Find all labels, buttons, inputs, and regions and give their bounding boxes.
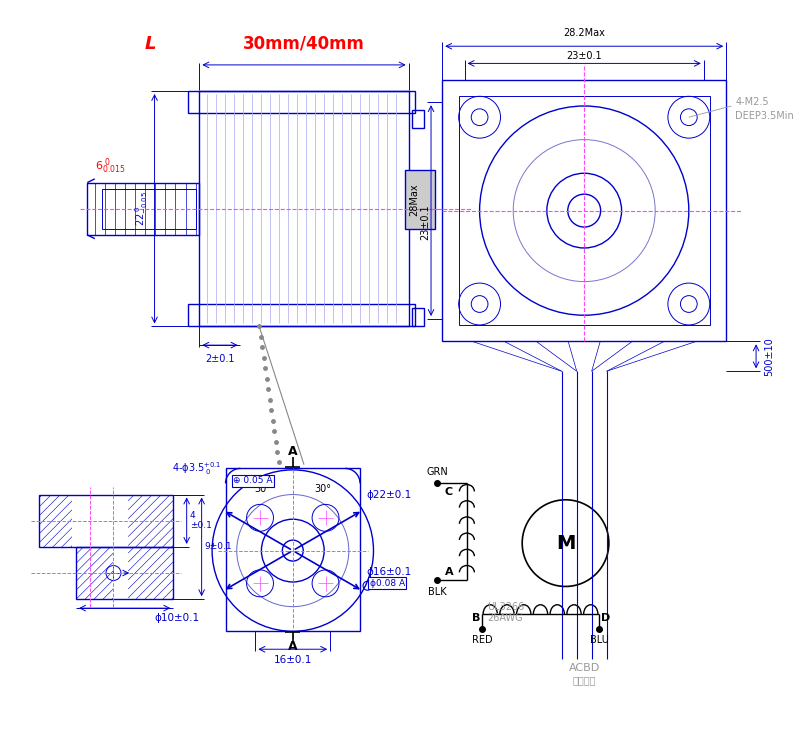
Text: BLK: BLK xyxy=(428,586,446,597)
Text: BLU: BLU xyxy=(590,635,609,645)
Text: 30°: 30° xyxy=(254,484,271,494)
Text: ϕ16±0.1: ϕ16±0.1 xyxy=(366,566,411,577)
Text: RED: RED xyxy=(471,635,492,645)
Text: ϕ0.08 A: ϕ0.08 A xyxy=(370,579,405,588)
Text: M: M xyxy=(556,534,575,553)
Text: DEEP3.5Min: DEEP3.5Min xyxy=(735,111,794,121)
Bar xyxy=(38,494,174,547)
Bar xyxy=(405,170,434,230)
Bar xyxy=(188,91,414,113)
Text: 23±0.1: 23±0.1 xyxy=(420,204,430,240)
Bar xyxy=(38,494,72,547)
Text: UL3266: UL3266 xyxy=(487,602,524,612)
Bar xyxy=(226,469,360,631)
Text: 500±10: 500±10 xyxy=(765,337,774,376)
Text: ϕ22±0.1: ϕ22±0.1 xyxy=(366,490,411,500)
Bar xyxy=(76,547,114,599)
Bar xyxy=(87,182,199,235)
Bar xyxy=(102,188,196,229)
Bar xyxy=(76,547,174,599)
Text: 4-M2.5: 4-M2.5 xyxy=(735,98,769,107)
Text: 30°: 30° xyxy=(314,484,331,494)
Text: ACBD: ACBD xyxy=(569,663,600,673)
Text: $6^{\ 0}_{0.015}$: $6^{\ 0}_{0.015}$ xyxy=(94,156,126,176)
Bar xyxy=(129,547,174,599)
Text: A: A xyxy=(288,446,298,458)
Text: 23±0.1: 23±0.1 xyxy=(566,51,602,61)
Text: 2±0.1: 2±0.1 xyxy=(205,353,234,364)
Bar xyxy=(188,304,414,326)
Text: ⊕ 0.05 A: ⊕ 0.05 A xyxy=(233,476,273,485)
Text: 26AWG: 26AWG xyxy=(487,613,522,622)
Text: 黒緑紅藍: 黒緑紅藍 xyxy=(573,675,596,685)
Bar xyxy=(412,110,424,128)
Text: 9±0.1: 9±0.1 xyxy=(205,542,232,551)
Text: A: A xyxy=(445,566,453,577)
Text: 16±0.1: 16±0.1 xyxy=(274,656,312,665)
Text: D: D xyxy=(601,613,610,622)
Text: B: B xyxy=(472,613,480,622)
Bar xyxy=(442,80,726,341)
Text: ϕ10±0.1: ϕ10±0.1 xyxy=(154,613,200,622)
Text: A: A xyxy=(288,640,298,653)
Text: 28Max: 28Max xyxy=(410,183,419,216)
Text: 28.2Max: 28.2Max xyxy=(563,28,605,38)
Text: L: L xyxy=(145,35,157,53)
Text: 4
±0.1: 4 ±0.1 xyxy=(190,511,211,530)
Text: C: C xyxy=(445,488,453,497)
Bar xyxy=(129,494,174,547)
Text: 30mm/40mm: 30mm/40mm xyxy=(243,35,365,53)
Bar xyxy=(458,96,710,325)
Text: GRN: GRN xyxy=(426,467,448,477)
Text: 4-ϕ3.5$^{+0.1}_{\ 0}$: 4-ϕ3.5$^{+0.1}_{\ 0}$ xyxy=(172,460,222,477)
Bar xyxy=(412,308,424,326)
Text: $22^{\ 0}_{-0.05}$: $22^{\ 0}_{-0.05}$ xyxy=(133,191,150,226)
Bar xyxy=(199,91,409,326)
